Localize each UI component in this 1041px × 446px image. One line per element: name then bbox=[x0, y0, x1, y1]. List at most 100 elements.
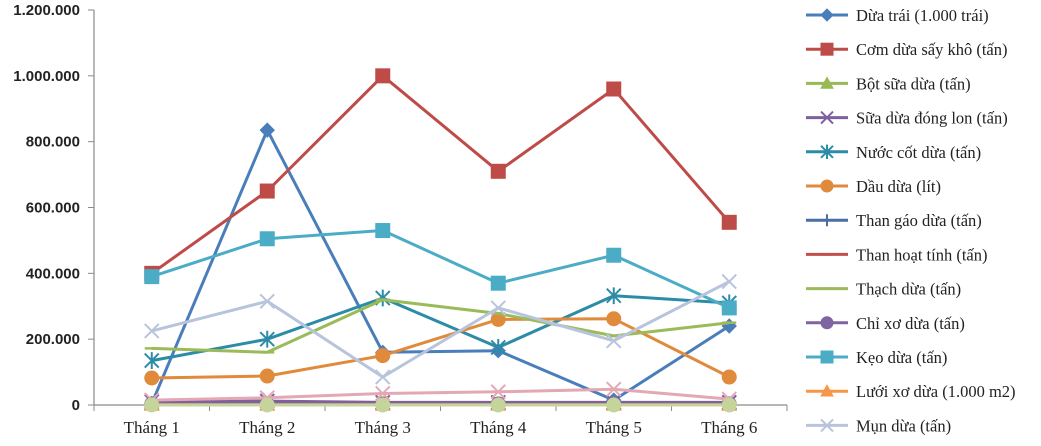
series-point bbox=[490, 163, 506, 179]
series-point bbox=[820, 350, 834, 364]
legend-item: Dầu dừa (lít) bbox=[806, 177, 941, 196]
y-tick-labels: 0 200.000 400.000 600.000 800.000 1.000.000 1.… bbox=[13, 2, 80, 414]
series-point bbox=[259, 231, 275, 247]
series-point bbox=[375, 385, 391, 402]
series-point bbox=[820, 384, 834, 397]
series-point bbox=[721, 273, 737, 290]
series-point bbox=[820, 316, 834, 330]
series-point bbox=[606, 397, 622, 413]
series-point bbox=[606, 287, 622, 305]
x-tick-label: Tháng 5 bbox=[586, 418, 642, 437]
series-layer bbox=[143, 68, 738, 413]
series-point bbox=[375, 397, 391, 413]
series-line-group bbox=[144, 311, 737, 386]
legend-label: Mụn dừa (tấn) bbox=[856, 416, 951, 435]
series-point bbox=[259, 368, 275, 384]
series-point bbox=[144, 323, 160, 339]
series-point bbox=[606, 381, 622, 397]
legend-label: Than hoạt tính (tấn) bbox=[856, 245, 988, 264]
series-point bbox=[490, 384, 506, 400]
legend-item: Mụn dừa (tấn) bbox=[806, 416, 951, 435]
series-point bbox=[606, 247, 622, 263]
series-line bbox=[151, 229, 730, 310]
series-point bbox=[490, 300, 506, 316]
legend-item: Than gáo dừa (tấn) bbox=[806, 211, 982, 230]
series-point bbox=[821, 214, 833, 227]
legend-label: Sữa dừa đóng lon (tấn) bbox=[856, 109, 1008, 128]
legend-label: Cơm dừa sấy khô (tấn) bbox=[856, 40, 1007, 59]
series-point bbox=[721, 214, 737, 230]
series-line bbox=[151, 280, 730, 379]
series-line-group bbox=[144, 397, 737, 413]
series-point bbox=[144, 269, 160, 285]
legend-item: Sữa dừa đóng lon (tấn) bbox=[806, 109, 1008, 128]
y-tick-label: 0 bbox=[72, 397, 80, 414]
legend-label: Dầu dừa (lít) bbox=[856, 177, 941, 196]
series-point bbox=[259, 122, 275, 138]
legend-item: Bột sữa dừa (tấn) bbox=[806, 74, 971, 93]
series-line bbox=[151, 317, 730, 380]
x-tick-label: Tháng 4 bbox=[470, 418, 527, 437]
legend-item: Nước cốt dừa (tấn) bbox=[806, 143, 981, 162]
series-point bbox=[259, 293, 275, 310]
series-point bbox=[144, 370, 160, 386]
series-line-group bbox=[144, 273, 737, 385]
series-point bbox=[820, 8, 834, 22]
x-tick-label: Tháng 3 bbox=[355, 418, 411, 437]
y-tick-label: 1.200.000 bbox=[13, 2, 80, 19]
series-line-group bbox=[144, 122, 737, 412]
legend-item: Chỉ xơ dừa (tấn) bbox=[806, 314, 965, 333]
series-point bbox=[259, 330, 275, 348]
series-point bbox=[721, 369, 737, 385]
legend-label: Than gáo dừa (tấn) bbox=[856, 211, 982, 230]
series-point bbox=[375, 223, 391, 239]
series-line bbox=[151, 387, 730, 402]
series-point bbox=[144, 352, 160, 369]
x-tick-label: Tháng 6 bbox=[701, 418, 757, 437]
legend-label: Thạch dừa (tấn) bbox=[856, 280, 961, 299]
y-tick-label: 1.000.000 bbox=[13, 68, 80, 85]
series-point bbox=[820, 144, 834, 159]
series-line bbox=[151, 294, 730, 363]
series-point bbox=[820, 418, 834, 433]
series-line bbox=[151, 298, 730, 354]
series-point bbox=[259, 397, 275, 413]
legend-item: Than hoạt tính (tấn) bbox=[806, 245, 988, 264]
series-point bbox=[490, 275, 506, 291]
x-tick-label: Tháng 1 bbox=[124, 418, 180, 437]
series-point bbox=[721, 397, 737, 413]
x-tick-labels: Tháng 1 Tháng 2 Tháng 3 Tháng 4 Tháng 5 Tháng… bbox=[124, 418, 758, 437]
series-line-group bbox=[144, 68, 737, 281]
series-point bbox=[606, 333, 622, 349]
series-line bbox=[150, 128, 731, 404]
legend-item: Lưới xơ dừa (1.000 m2) bbox=[806, 382, 1016, 401]
legend-label: Lưới xơ dừa (1.000 m2) bbox=[856, 382, 1016, 401]
series-line bbox=[150, 74, 731, 275]
legend-label: Nước cốt dừa (tấn) bbox=[856, 143, 981, 162]
y-tick-label: 400.000 bbox=[26, 265, 80, 282]
series-point bbox=[259, 183, 275, 199]
y-tick-label: 600.000 bbox=[26, 200, 80, 217]
series-point bbox=[820, 42, 834, 56]
series-line-group bbox=[144, 223, 737, 316]
legend-label: Bột sữa dừa (tấn) bbox=[856, 74, 971, 93]
series-point bbox=[820, 110, 834, 125]
legend: Dừa trái (1.000 trái) Cơm dừa sấy khô (tấ… bbox=[806, 6, 1016, 435]
series-point bbox=[606, 81, 622, 97]
series-point bbox=[375, 348, 391, 364]
y-tick-label: 800.000 bbox=[26, 134, 80, 151]
legend-label: Chỉ xơ dừa (tấn) bbox=[856, 314, 965, 333]
series-point bbox=[606, 311, 622, 327]
series-point bbox=[375, 68, 391, 84]
series-point bbox=[490, 338, 506, 356]
y-tick-label: 200.000 bbox=[26, 331, 80, 348]
series-point bbox=[721, 300, 737, 316]
series-point bbox=[820, 76, 834, 89]
series-line bbox=[151, 399, 730, 404]
series-point bbox=[375, 369, 391, 385]
legend-item: Dừa trái (1.000 trái) bbox=[806, 6, 989, 25]
x-tick-label: Tháng 2 bbox=[239, 418, 295, 437]
series-line-group bbox=[144, 287, 737, 369]
legend-item: Cơm dừa sấy khô (tấn) bbox=[806, 40, 1007, 59]
